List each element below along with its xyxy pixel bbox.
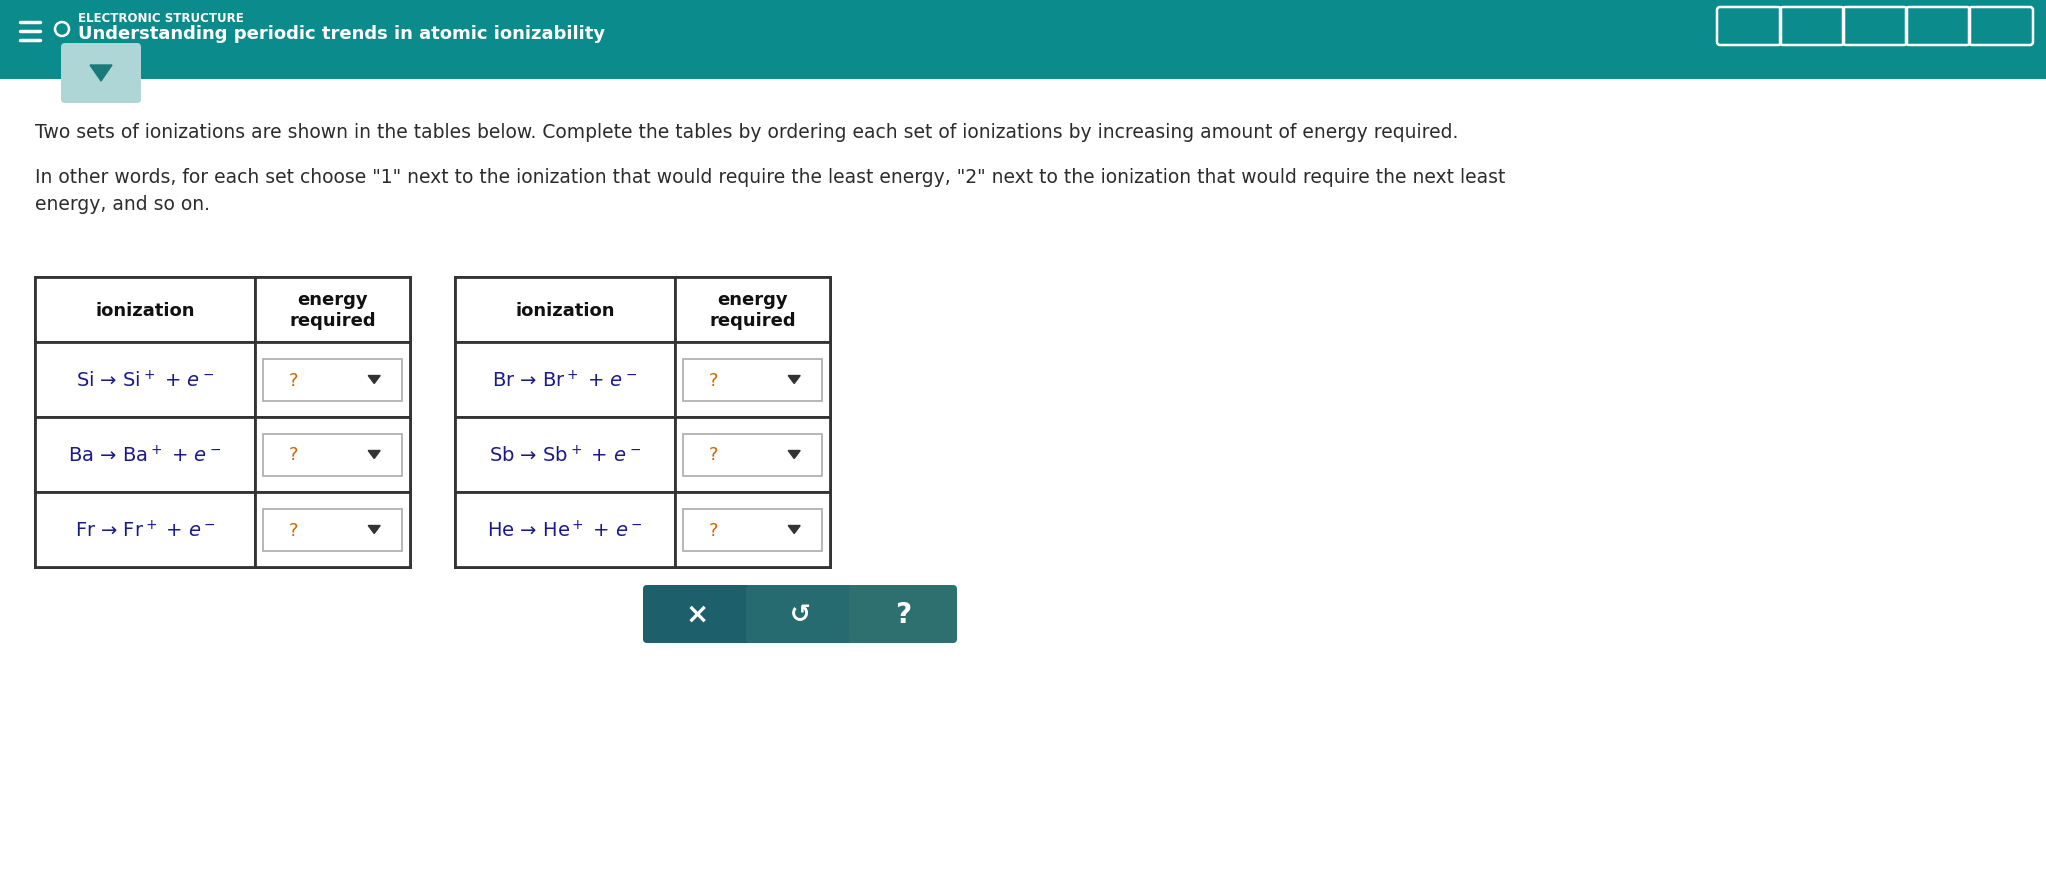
Bar (35, 278, 409, 567)
Text: energy, and so on.: energy, and so on. (35, 195, 211, 214)
Bar (675, 343, 831, 417)
Bar (264, 509, 401, 551)
Polygon shape (788, 376, 800, 384)
Bar (454, 278, 831, 567)
Bar (454, 417, 675, 493)
Text: Ba → Ba$^+$ + $e^-$: Ba → Ba$^+$ + $e^-$ (68, 445, 221, 466)
Bar (675, 417, 831, 493)
Text: Fr → Fr$^+$ + $e^-$: Fr → Fr$^+$ + $e^-$ (74, 519, 215, 540)
Polygon shape (368, 451, 381, 459)
Bar (264, 359, 401, 401)
Text: He → He$^+$ + $e^-$: He → He$^+$ + $e^-$ (487, 519, 642, 540)
Bar (683, 509, 822, 551)
Bar (35, 343, 256, 417)
Text: Sb → Sb$^+$ + $e^-$: Sb → Sb$^+$ + $e^-$ (489, 445, 640, 466)
Bar (264, 434, 401, 476)
Bar (454, 278, 675, 343)
Text: ?: ? (894, 601, 910, 628)
Text: ×: × (685, 601, 708, 628)
Text: ?: ? (288, 371, 299, 389)
Bar (675, 278, 831, 343)
Text: In other words, for each set choose "1" next to the ionization that would requir: In other words, for each set choose "1" … (35, 168, 1506, 187)
Text: Two sets of ionizations are shown in the tables below. Complete the tables by or: Two sets of ionizations are shown in the… (35, 123, 1459, 142)
Text: ionization: ionization (516, 301, 614, 319)
Bar (35, 278, 256, 343)
Bar (675, 493, 831, 567)
Bar (454, 343, 675, 417)
Text: ionization: ionization (96, 301, 194, 319)
Polygon shape (368, 376, 381, 384)
Polygon shape (368, 526, 381, 534)
Text: energy
required: energy required (288, 291, 376, 330)
Text: Br → Br$^+$ + $e^-$: Br → Br$^+$ + $e^-$ (493, 369, 638, 391)
Bar (0, 0, 2046, 80)
Polygon shape (788, 451, 800, 459)
Bar (454, 493, 675, 567)
Text: ?: ? (708, 446, 718, 464)
Polygon shape (90, 66, 113, 82)
FancyBboxPatch shape (747, 585, 853, 643)
Text: ?: ? (288, 446, 299, 464)
FancyBboxPatch shape (61, 44, 141, 103)
Text: ↺: ↺ (790, 602, 810, 626)
Bar (35, 417, 256, 493)
FancyBboxPatch shape (642, 585, 751, 643)
Text: energy
required: energy required (710, 291, 796, 330)
Text: Understanding periodic trends in atomic ionizability: Understanding periodic trends in atomic … (78, 25, 606, 43)
Bar (256, 493, 409, 567)
Text: ?: ? (708, 521, 718, 538)
Bar (256, 343, 409, 417)
Text: ?: ? (708, 371, 718, 389)
Text: ELECTRONIC STRUCTURE: ELECTRONIC STRUCTURE (78, 11, 243, 25)
Bar (256, 417, 409, 493)
Text: Si → Si$^+$ + $e^-$: Si → Si$^+$ + $e^-$ (76, 369, 215, 391)
Bar (256, 278, 409, 343)
Polygon shape (788, 526, 800, 534)
FancyBboxPatch shape (849, 585, 958, 643)
Bar (683, 434, 822, 476)
Bar (683, 359, 822, 401)
Text: ?: ? (288, 521, 299, 538)
Bar (35, 493, 256, 567)
